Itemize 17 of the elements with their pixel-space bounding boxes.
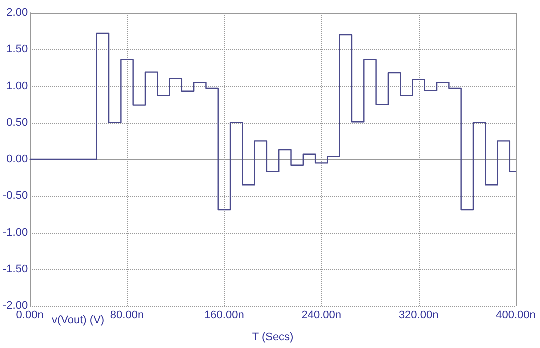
y-tick-label: -2.00 [2, 300, 28, 312]
y-tick-label: 0.50 [6, 116, 28, 129]
y-tick-label: 1.50 [6, 44, 28, 56]
x-tick-label: 240.00n [302, 310, 342, 322]
x-tick-label: 320.00n [398, 310, 439, 322]
x-axis-title: T (Secs) [252, 332, 294, 344]
x-tick-label: 80.00n [110, 310, 144, 322]
x-tick-label: 400.00n [496, 310, 536, 322]
x-tick-label: 0.00n [16, 310, 44, 322]
y-tick-label: -1.00 [2, 226, 28, 239]
y-tick-label: 0.00 [6, 154, 28, 166]
text: v(Vout) (V) [52, 314, 105, 326]
y-tick-label: -0.50 [2, 190, 28, 202]
y-tick-label: -1.50 [2, 263, 28, 276]
y-tick-label: 2.00 [6, 7, 28, 19]
y-tick-label: 1.00 [6, 80, 28, 92]
x-tick-label: 160.00n [204, 310, 244, 322]
